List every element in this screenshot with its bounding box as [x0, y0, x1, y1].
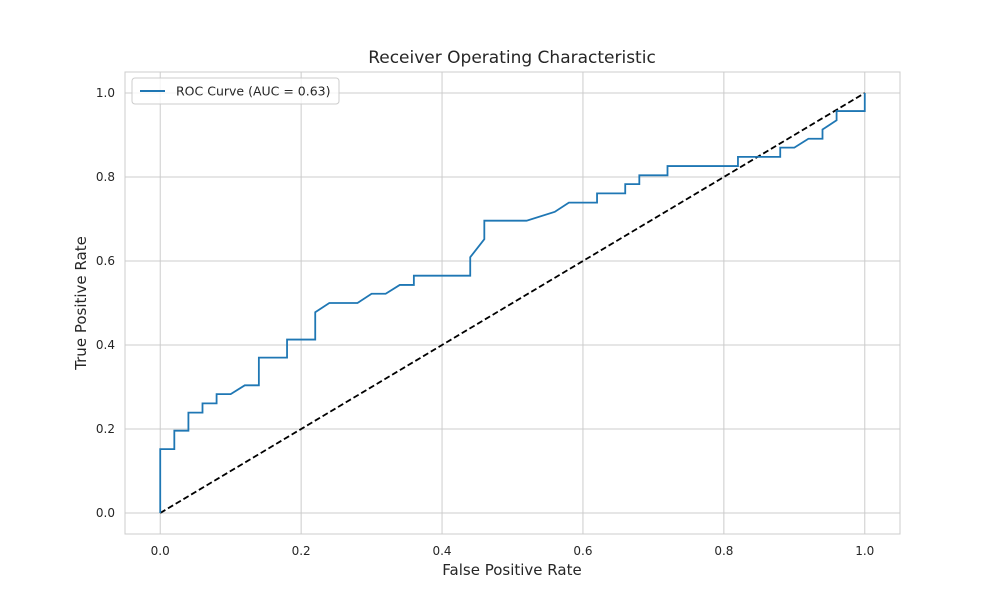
chance-diagonal-line [159, 92, 866, 514]
chart-title: Receiver Operating Characteristic [368, 48, 656, 68]
plot-frame [124, 71, 901, 535]
roc-curve-line [159, 93, 866, 513]
y-tick-label: 0.2 [96, 422, 115, 436]
series-layer [159, 92, 866, 514]
y-axis-label: True Positive Rate [72, 236, 90, 371]
x-tick-label: 0.0 [151, 544, 170, 558]
x-tick-label: 0.2 [292, 544, 311, 558]
x-tick-label: 1.0 [855, 544, 874, 558]
y-tick-label: 1.0 [96, 86, 115, 100]
y-tick-label: 0.4 [96, 338, 115, 352]
x-tick-label: 0.8 [714, 544, 733, 558]
x-axis-label: False Positive Rate [442, 561, 581, 579]
y-tick-label: 0.8 [96, 170, 115, 184]
x-tick-label: 0.6 [573, 544, 592, 558]
legend-label-roc: ROC Curve (AUC = 0.63) [176, 84, 331, 99]
legend-box [131, 77, 340, 105]
y-tick-label: 0.0 [96, 506, 115, 520]
legend: ROC Curve (AUC = 0.63) [131, 77, 340, 105]
y-tick-label: 0.6 [96, 254, 115, 268]
grid [125, 72, 900, 534]
tick-labels: 0.0 0.2 0.4 0.6 0.8 1.0 0.0 0.2 0.4 0.6 0.8 1.0 [96, 86, 874, 558]
x-tick-label: 0.4 [432, 544, 451, 558]
